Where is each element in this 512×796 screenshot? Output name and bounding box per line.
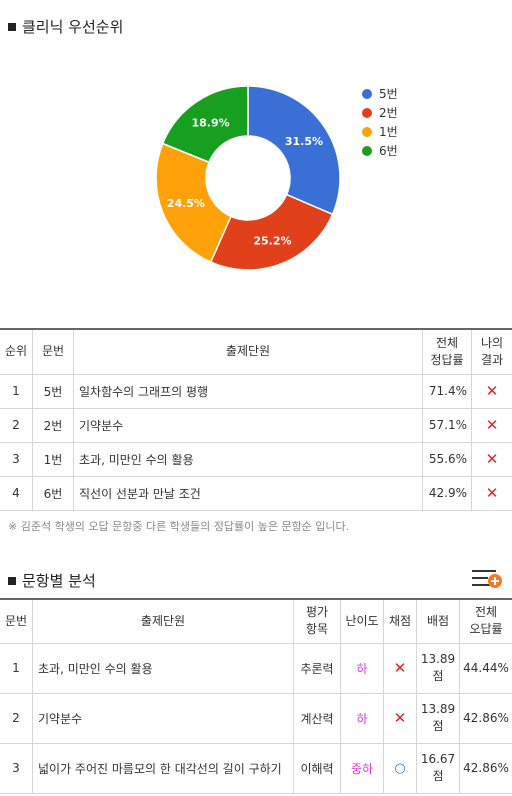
analysis-table: 문번 출제단원 평가 항목 난이도 채점 배점 전체 오답률 1 초과, 미만인…	[0, 598, 512, 794]
table-row[interactable]: 1 초과, 미만인 수의 활용 추론력 하 ✕ 13.89 점 44.44%	[0, 642, 512, 694]
legend-label: 2번	[379, 106, 398, 120]
priority-table: 순위 문번 출제단원 전체 정답률 나의 결과 1 5번 일차함수의 그래프의 …	[0, 328, 512, 511]
col-unit: 출제단원	[73, 328, 423, 375]
cell-wrong-rate: 44.44%	[459, 642, 512, 694]
table-row[interactable]: 4 6번 직선이 선분과 만날 조건 42.9% ✕	[0, 475, 512, 511]
wrong-mark-icon: ✕	[471, 373, 512, 409]
cell-item: 계산력	[293, 692, 341, 744]
col-wrong-rate: 전체 오답률	[459, 598, 512, 644]
cell-score: 16.67 점	[416, 742, 460, 794]
cell-num: 5번	[32, 373, 74, 409]
cell-num: 1번	[32, 441, 74, 477]
col-item: 평가 항목	[293, 598, 341, 644]
wrong-mark-icon: ✕	[471, 475, 512, 511]
table-row[interactable]: 3 넓이가 주어진 마름모의 한 대각선의 길이 구하기 이해력 중하 ○ 16…	[0, 742, 512, 794]
cell-rate: 71.4%	[422, 373, 472, 409]
cell-num: 3	[0, 742, 33, 794]
cell-unit: 직선이 선분과 만날 조건	[73, 475, 423, 511]
correct-mark-icon: ○	[383, 742, 417, 794]
pie-slice-1번[interactable]	[155, 142, 232, 264]
legend-dot	[362, 145, 372, 156]
cell-unit: 기약분수	[32, 692, 294, 744]
pie-chart: 31.5% 25.2% 24.5% 18.9%	[155, 85, 341, 271]
cell-wrong-rate: 42.86%	[459, 742, 512, 794]
pie-data-label: 18.9%	[191, 116, 229, 129]
col-rank: 순위	[0, 328, 33, 375]
legend-dot	[362, 107, 372, 118]
cell-unit: 기약분수	[73, 407, 423, 443]
cell-num: 2번	[32, 407, 74, 443]
cell-rate: 57.1%	[422, 407, 472, 443]
legend-item: 5번	[362, 84, 398, 103]
cell-num: 1	[0, 642, 33, 694]
list-add-icon[interactable]	[471, 567, 503, 591]
legend-label: 1번	[379, 125, 398, 139]
legend-item: 6번	[362, 141, 398, 160]
chart-legend: 5번 2번 1번 6번	[362, 84, 398, 160]
cell-rank: 1	[0, 373, 33, 409]
col-difficulty: 난이도	[340, 598, 384, 644]
cell-rank: 4	[0, 475, 33, 511]
table-row[interactable]: 1 5번 일차함수의 그래프의 평행 71.4% ✕	[0, 373, 512, 409]
wrong-mark-icon: ✕	[383, 692, 417, 744]
wrong-mark-icon: ✕	[383, 642, 417, 694]
cell-item: 이해력	[293, 742, 341, 794]
pie-slice-6번[interactable]	[161, 85, 249, 164]
cell-score: 13.89 점	[416, 692, 460, 744]
cell-wrong-rate: 42.86%	[459, 692, 512, 744]
section-title-text: 문항별 분석	[22, 572, 96, 590]
cell-difficulty: 중하	[340, 742, 384, 794]
note-text: ※ 김준석 학생의 오답 문항중 다른 학생들의 정답률이 높은 문항순 입니다…	[8, 520, 350, 533]
col-rate: 전체 정답률	[422, 328, 472, 375]
cell-item: 추론력	[293, 642, 341, 694]
col-score: 배점	[416, 598, 460, 644]
legend-label: 6번	[379, 144, 398, 158]
col-result: 나의 결과	[471, 328, 512, 375]
pie-data-label: 24.5%	[167, 197, 205, 210]
cell-difficulty: 하	[340, 642, 384, 694]
pie-data-label: 25.2%	[253, 234, 291, 247]
col-num: 문번	[32, 328, 74, 375]
cell-num: 2	[0, 692, 33, 744]
section-title-analysis: 문항별 분석	[8, 570, 96, 591]
wrong-mark-icon: ✕	[471, 441, 512, 477]
pie-data-label: 31.5%	[285, 135, 323, 148]
table-row[interactable]: 3 1번 초과, 미만인 수의 활용 55.6% ✕	[0, 441, 512, 477]
legend-dot	[362, 126, 372, 137]
col-num: 문번	[0, 598, 33, 644]
cell-unit: 초과, 미만인 수의 활용	[73, 441, 423, 477]
cell-unit: 일차함수의 그래프의 평행	[73, 373, 423, 409]
cell-rate: 42.9%	[422, 475, 472, 511]
legend-item: 1번	[362, 122, 398, 141]
bullet-square	[8, 576, 16, 585]
section-title-text: 클리닉 우선순위	[22, 18, 124, 36]
cell-rank: 3	[0, 441, 33, 477]
legend-item: 2번	[362, 103, 398, 122]
col-mark: 채점	[383, 598, 417, 644]
pie-slice-5번[interactable]	[247, 85, 341, 216]
cell-unit: 초과, 미만인 수의 활용	[32, 642, 294, 694]
cell-difficulty: 하	[340, 692, 384, 744]
cell-rate: 55.6%	[422, 441, 472, 477]
wrong-mark-icon: ✕	[471, 407, 512, 443]
table-header-row: 순위 문번 출제단원 전체 정답률 나의 결과	[0, 328, 512, 375]
cell-rank: 2	[0, 407, 33, 443]
pie-slice-2번[interactable]	[209, 193, 334, 271]
bullet-square	[8, 22, 16, 31]
table-row[interactable]: 2 기약분수 계산력 하 ✕ 13.89 점 42.86%	[0, 692, 512, 744]
legend-dot	[362, 88, 372, 99]
legend-label: 5번	[379, 87, 398, 101]
col-unit: 출제단원	[32, 598, 294, 644]
cell-unit: 넓이가 주어진 마름모의 한 대각선의 길이 구하기	[32, 742, 294, 794]
section-title-priority: 클리닉 우선순위	[8, 16, 123, 37]
cell-num: 6번	[32, 475, 74, 511]
table-header-row: 문번 출제단원 평가 항목 난이도 채점 배점 전체 오답률	[0, 598, 512, 644]
table-row[interactable]: 2 2번 기약분수 57.1% ✕	[0, 407, 512, 443]
cell-score: 13.89 점	[416, 642, 460, 694]
